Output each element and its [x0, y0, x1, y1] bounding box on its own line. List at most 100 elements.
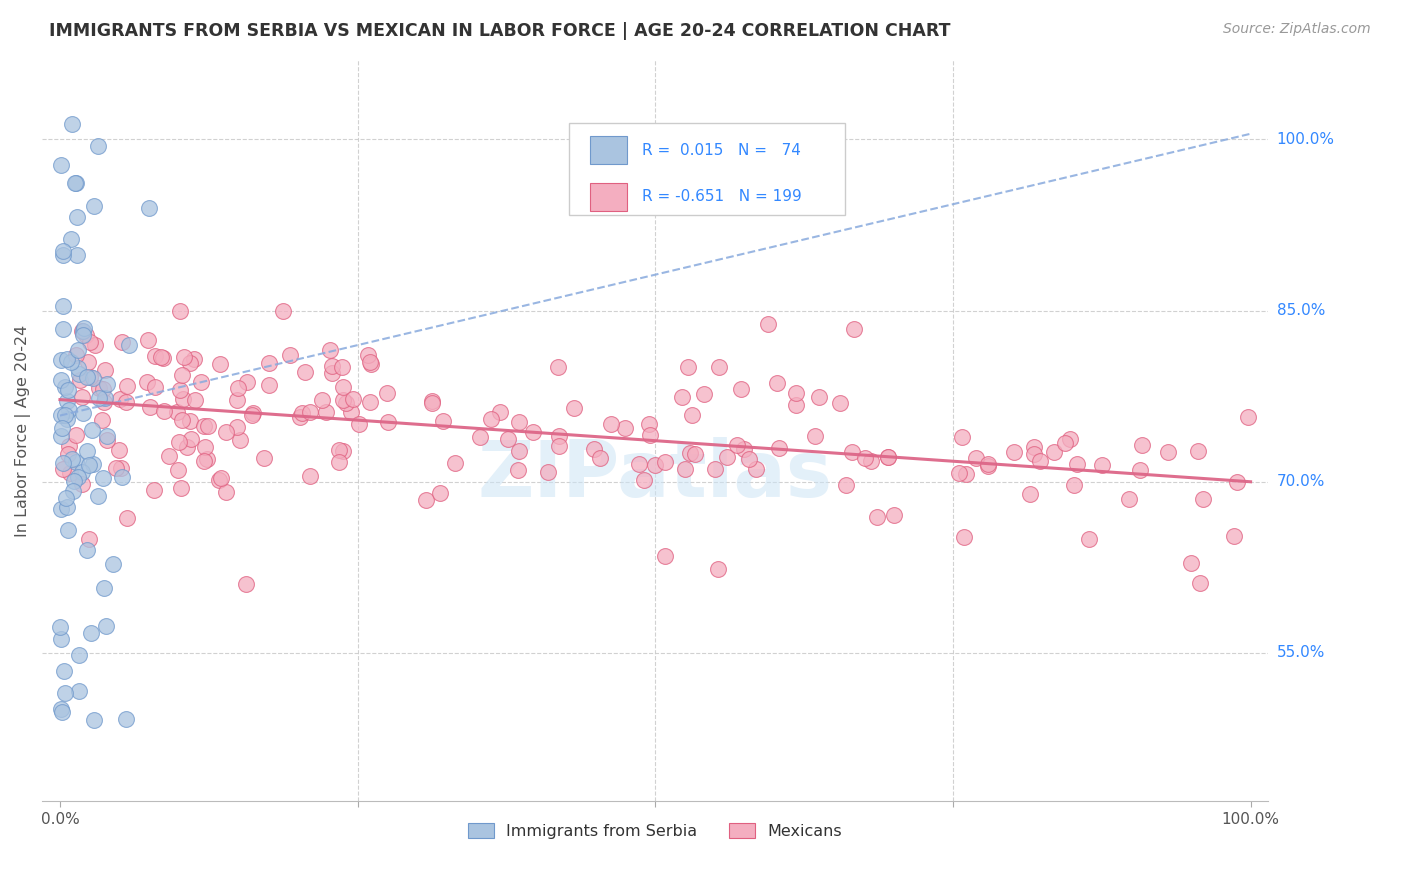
Point — [290, 409, 312, 424]
Point — [60, 117, 83, 131]
Point — [1022, 447, 1045, 461]
Point — [56, 393, 79, 408]
Point — [1129, 463, 1152, 477]
Point — [547, 359, 569, 374]
Point — [235, 576, 257, 591]
Point — [83, 713, 105, 727]
Point — [70, 324, 93, 338]
Point — [67, 648, 90, 662]
Point — [77, 355, 100, 369]
Point — [479, 412, 502, 426]
Point — [311, 392, 333, 407]
Point — [547, 439, 569, 453]
Point — [522, 425, 544, 439]
Point — [76, 443, 98, 458]
Point — [1236, 409, 1258, 424]
Text: R = -0.651   N = 199: R = -0.651 N = 199 — [641, 189, 801, 204]
Point — [420, 396, 443, 410]
Point — [173, 350, 195, 364]
Point — [184, 393, 207, 408]
Point — [167, 435, 190, 450]
Point — [77, 532, 100, 546]
Point — [51, 352, 73, 367]
Point — [335, 396, 357, 410]
Point — [190, 375, 212, 389]
Point — [1043, 445, 1066, 459]
Point — [830, 396, 852, 410]
Point — [1059, 432, 1081, 446]
Point — [236, 375, 259, 389]
Point — [51, 706, 73, 720]
Point — [278, 348, 301, 362]
Point — [768, 441, 790, 455]
Point — [56, 412, 79, 426]
Point — [52, 456, 75, 470]
Point — [67, 470, 90, 484]
Point — [332, 392, 354, 407]
Point — [63, 176, 86, 190]
Point — [172, 413, 194, 427]
Point — [1223, 529, 1246, 543]
Point — [51, 501, 73, 516]
Point — [87, 139, 110, 153]
Legend: Immigrants from Serbia, Mexicans: Immigrants from Serbia, Mexicans — [461, 816, 849, 845]
Point — [66, 248, 89, 262]
Point — [197, 419, 219, 434]
Point — [80, 626, 103, 640]
Point — [883, 508, 905, 523]
Point — [676, 360, 699, 375]
Point — [716, 450, 738, 464]
Point — [242, 406, 264, 420]
Point — [58, 439, 80, 453]
Point — [93, 395, 115, 409]
Point — [976, 459, 998, 474]
Point — [157, 449, 180, 463]
Point — [117, 511, 139, 525]
Point — [62, 484, 84, 499]
Point — [149, 350, 172, 364]
Point — [65, 176, 87, 190]
Point — [321, 366, 343, 380]
Point — [1191, 491, 1213, 506]
Point — [291, 406, 314, 420]
Point — [111, 334, 134, 349]
Point — [1226, 475, 1249, 489]
Point — [948, 466, 970, 480]
Point — [169, 303, 191, 318]
Point — [738, 451, 761, 466]
Point — [257, 356, 280, 370]
Point — [105, 461, 128, 475]
Point — [298, 405, 321, 419]
Point — [673, 462, 696, 476]
Point — [73, 320, 96, 334]
Point — [339, 405, 361, 419]
Point — [51, 421, 73, 435]
Point — [319, 343, 342, 358]
Point — [90, 413, 112, 427]
Point — [209, 357, 232, 371]
Point — [733, 442, 755, 456]
Point — [257, 377, 280, 392]
Point — [91, 471, 114, 485]
Point — [93, 383, 115, 397]
Point — [170, 368, 193, 383]
Point — [432, 414, 454, 428]
Point — [51, 408, 73, 422]
Point — [226, 420, 249, 434]
Point — [180, 432, 202, 446]
Point — [508, 444, 530, 458]
Point — [240, 408, 263, 422]
Point — [1187, 444, 1209, 458]
Point — [1022, 440, 1045, 454]
Point — [537, 465, 560, 479]
Point — [638, 417, 661, 432]
Text: 100.0%: 100.0% — [1277, 132, 1334, 147]
Point — [600, 417, 623, 432]
Point — [96, 433, 118, 447]
Point — [79, 370, 101, 384]
Point — [167, 463, 190, 477]
Point — [58, 403, 80, 417]
Point — [51, 632, 73, 646]
Point — [633, 473, 655, 487]
Text: 70.0%: 70.0% — [1277, 475, 1324, 489]
